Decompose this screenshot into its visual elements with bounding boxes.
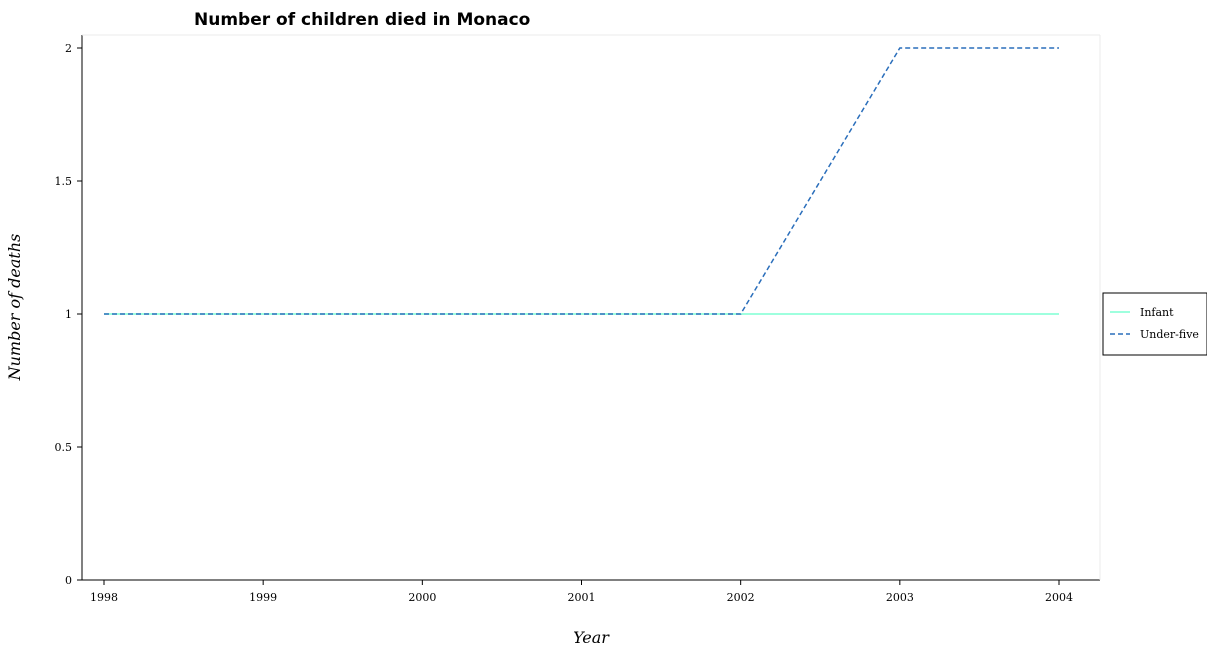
y-tick-label: 1 — [65, 308, 72, 321]
x-tick-label: 2004 — [1045, 591, 1073, 604]
y-tick-label: 0.5 — [55, 441, 73, 454]
plot-area — [81, 34, 1101, 581]
x-tick-label: 2000 — [408, 591, 436, 604]
x-axis-label: Year — [573, 628, 610, 647]
plot-background — [82, 35, 1100, 580]
x-tick-label: 2003 — [886, 591, 914, 604]
legend: Infant Under-five — [1102, 292, 1207, 356]
y-tick-label: 2 — [65, 42, 72, 55]
x-tick-label: 1998 — [90, 591, 118, 604]
x-tick-label: 2002 — [727, 591, 755, 604]
x-tick-label: 1999 — [249, 591, 277, 604]
legend-label: Infant — [1140, 306, 1174, 319]
y-axis-label: Number of deaths — [5, 234, 24, 382]
y-tick-label: 1.5 — [55, 175, 73, 188]
y-tick-label: 0 — [65, 574, 72, 587]
legend-box — [1102, 292, 1207, 356]
series-lines — [103, 47, 1060, 315]
legend-label: Under-five — [1140, 328, 1199, 341]
chart-title: Number of children died in Monaco — [194, 10, 530, 30]
x-tick-label: 2001 — [568, 591, 596, 604]
y-ticks: 0 0.5 1 1.5 2 — [55, 42, 82, 587]
x-ticks: 1998 1999 2000 2001 2002 2003 2004 — [90, 580, 1073, 604]
